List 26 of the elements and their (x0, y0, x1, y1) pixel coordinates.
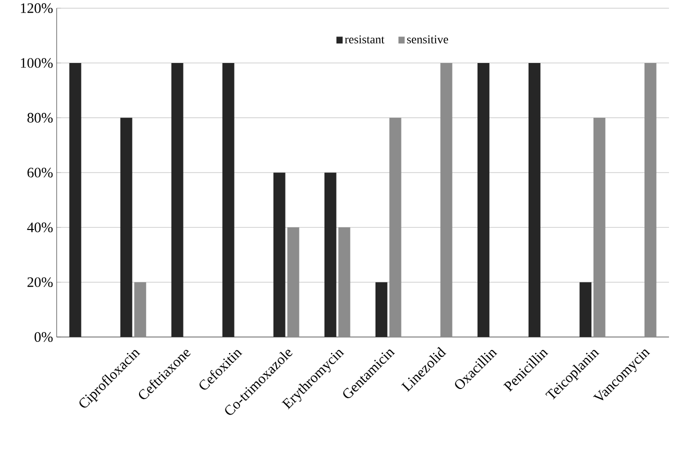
bar (287, 227, 300, 338)
bar (69, 63, 82, 338)
bar (389, 118, 402, 338)
y-tick-label: 40% (27, 222, 53, 232)
bar (580, 282, 592, 338)
y-tick-label: 60% (27, 168, 53, 178)
bar (222, 63, 234, 338)
bar (273, 172, 286, 338)
bar (171, 63, 184, 338)
bar (134, 282, 146, 338)
bar (593, 118, 606, 338)
bar (324, 172, 336, 338)
y-tick-label: 20% (28, 277, 53, 288)
bar (338, 227, 350, 338)
legend-label: resistant (344, 35, 384, 44)
legend-label: sensitive (407, 35, 448, 44)
bar (440, 63, 452, 338)
bar (375, 282, 388, 338)
y-tick-label: 80% (27, 112, 53, 123)
bar (478, 63, 490, 338)
bar (644, 63, 656, 338)
y-tick-label: 120% (20, 3, 53, 14)
bar (120, 118, 132, 338)
y-tick-label: 0% (34, 332, 53, 342)
bar (528, 63, 540, 338)
y-tick-label: 100% (20, 58, 53, 68)
